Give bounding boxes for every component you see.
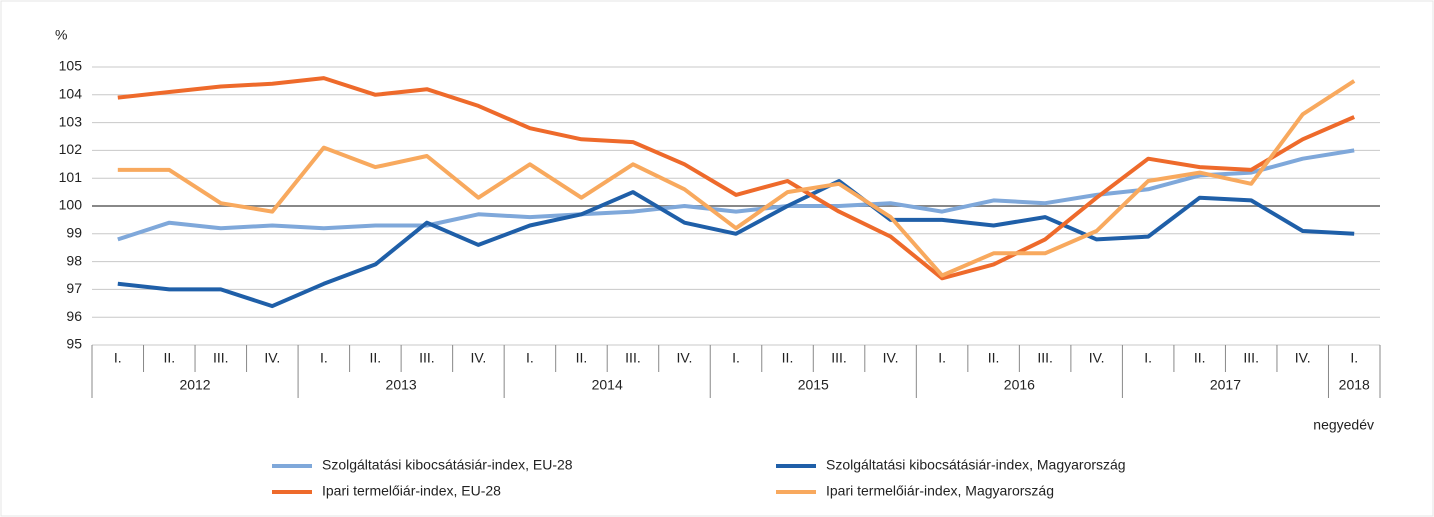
x-tick-label: I. (938, 350, 946, 366)
series-line (117, 76, 1355, 281)
x-tick-label: I. (526, 350, 534, 366)
x-tick-label: I. (1350, 350, 1358, 366)
y-tick-label: 103 (59, 113, 83, 129)
x-tick-label: III. (1037, 350, 1053, 366)
x-tick-label: IV. (883, 350, 899, 366)
y-tick-label: 102 (59, 141, 83, 157)
y-tick-label: 99 (66, 225, 82, 241)
series-line (117, 179, 1355, 309)
legend-label: Ipari termelőiár-index, EU-28 (322, 483, 501, 499)
y-axis-label: % (55, 27, 67, 43)
group-label: 2016 (1004, 377, 1035, 393)
series-line (117, 79, 1356, 278)
x-tick-label: II. (1194, 350, 1206, 366)
group-label: 2014 (592, 377, 623, 393)
y-tick-label: 95 (66, 336, 82, 352)
group-label: 2017 (1210, 377, 1241, 393)
legend-label: Ipari termelőiár-index, Magyarország (826, 483, 1054, 499)
x-tick-label: IV. (1295, 350, 1311, 366)
x-tick-label: I. (732, 350, 740, 366)
x-tick-label: III. (419, 350, 435, 366)
y-tick-label: 98 (66, 252, 82, 268)
series-line (117, 148, 1355, 242)
x-tick-label: II. (782, 350, 794, 366)
y-tick-label: 100 (59, 197, 83, 213)
x-tick-label: IV. (470, 350, 486, 366)
x-tick-label: IV. (677, 350, 693, 366)
x-tick-label: II. (988, 350, 1000, 366)
x-tick-label: I. (1144, 350, 1152, 366)
group-label: 2018 (1339, 377, 1370, 393)
legend-label: Szolgáltatási kibocsátásiár-index, EU-28 (322, 457, 573, 473)
x-tick-label: I. (114, 350, 122, 366)
y-tick-label: 105 (59, 58, 83, 74)
x-tick-label: III. (213, 350, 229, 366)
x-tick-label: III. (831, 350, 847, 366)
x-axis-label: negyedév (1313, 417, 1374, 433)
x-tick-label: IV. (1089, 350, 1105, 366)
group-label: 2013 (386, 377, 417, 393)
x-tick-label: II. (163, 350, 175, 366)
x-tick-label: II. (370, 350, 382, 366)
x-tick-label: II. (576, 350, 588, 366)
x-tick-label: III. (625, 350, 641, 366)
legend-label: Szolgáltatási kibocsátásiár-index, Magya… (826, 457, 1126, 473)
y-tick-label: 96 (66, 308, 82, 324)
x-tick-label: III. (1243, 350, 1259, 366)
y-tick-label: 104 (59, 86, 83, 102)
group-label: 2015 (798, 377, 829, 393)
y-tick-label: 97 (66, 280, 82, 296)
y-tick-label: 101 (59, 169, 83, 185)
x-tick-label: I. (320, 350, 328, 366)
group-label: 2012 (179, 377, 210, 393)
x-tick-label: IV. (264, 350, 280, 366)
